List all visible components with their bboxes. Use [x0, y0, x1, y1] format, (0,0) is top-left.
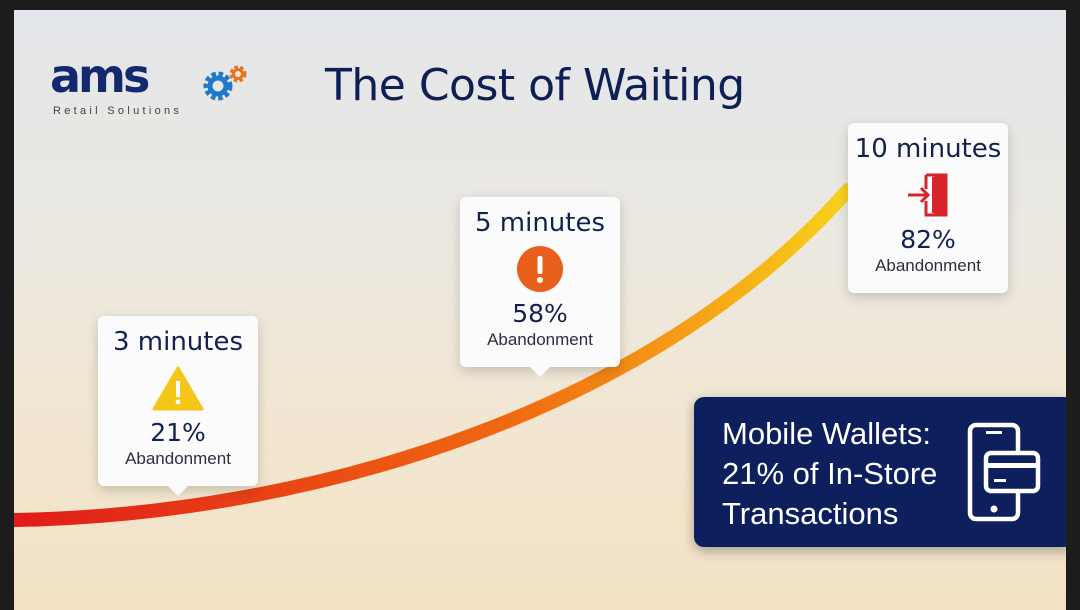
milestone-card-10min: 10 minutes 82% Abandonment — [848, 123, 1008, 293]
mobile-wallet-callout: Mobile Wallets: 21% of In-Store Transact… — [694, 397, 1066, 547]
phone-card-icon — [967, 422, 1041, 522]
milestone-time: 5 minutes — [474, 208, 606, 238]
milestone-percent: 82% — [900, 225, 956, 254]
milestone-percent: 21% — [150, 418, 206, 447]
gear-icon — [203, 65, 247, 101]
exit-door-icon — [908, 173, 948, 217]
callout-line-3: Transactions — [722, 496, 899, 531]
exclamation-circle-icon — [517, 246, 563, 292]
logo-tagline: Retail Solutions — [53, 105, 183, 117]
page-title: The Cost of Waiting — [325, 60, 745, 111]
milestone-card-5min: 5 minutes 58% Abandonment — [460, 197, 620, 377]
abandonment-curve — [14, 183, 855, 527]
ams-logo: ams Retail Solutions — [50, 48, 247, 118]
warning-triangle-icon — [152, 366, 204, 411]
milestone-percent: 58% — [512, 299, 568, 328]
callout-line-1: Mobile Wallets: — [722, 416, 932, 451]
milestone-label: Abandonment — [487, 330, 593, 349]
milestone-time: 3 minutes — [112, 327, 244, 357]
milestone-time: 10 minutes — [854, 134, 1002, 164]
display-screen: ams Retail Solutions The Cost of Waiting… — [14, 10, 1066, 610]
callout-line-2: 21% of In-Store — [722, 456, 938, 491]
logo-brand: ams — [50, 49, 150, 103]
milestone-label: Abandonment — [875, 256, 981, 275]
milestone-card-3min: 3 minutes 21% Abandonment — [98, 316, 258, 496]
milestone-label: Abandonment — [125, 449, 231, 468]
